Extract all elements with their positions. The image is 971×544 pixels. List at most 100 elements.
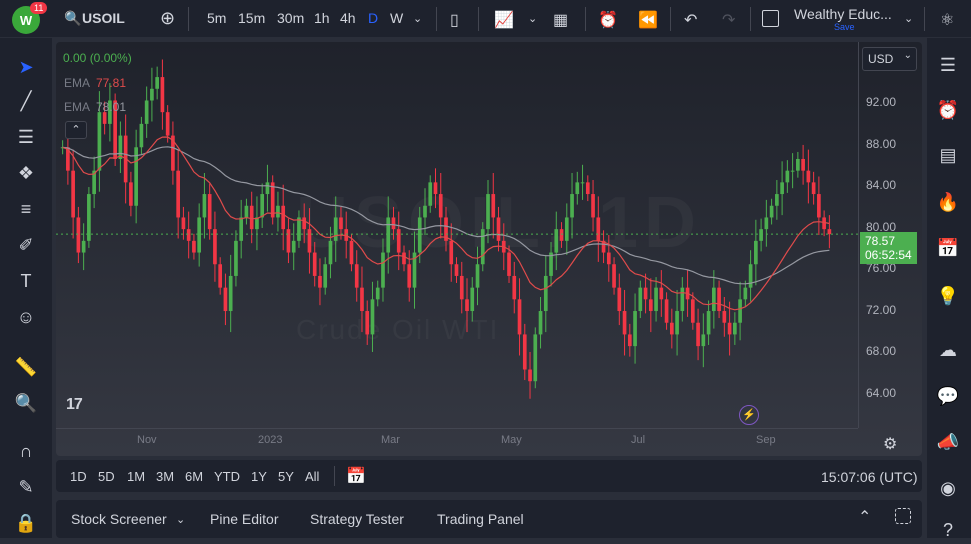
- candle-body: [160, 77, 165, 113]
- candle-body: [554, 229, 559, 253]
- emoji-icon[interactable]: ☺: [16, 306, 36, 327]
- ideas-bulb-icon[interactable]: 💡: [936, 285, 960, 306]
- candle-body: [643, 287, 648, 300]
- brush-icon[interactable]: ✐: [18, 234, 34, 255]
- ema2-label[interactable]: EMA: [64, 100, 91, 114]
- collapse-panel-icon[interactable]: ⌃: [858, 509, 872, 526]
- collapse-legend-icon[interactable]: ⌃: [65, 121, 87, 139]
- candle-body: [733, 322, 737, 335]
- alert-icon[interactable]: ⏰: [598, 12, 618, 29]
- interval-15m[interactable]: 15m: [238, 10, 266, 26]
- add-symbol-icon[interactable]: ⊕: [160, 8, 176, 28]
- candle-body: [218, 264, 223, 288]
- candle-body: [522, 334, 527, 370]
- candle-body: [255, 217, 259, 230]
- screener-dropdown-icon[interactable]: ⌄: [176, 514, 186, 526]
- currency-select[interactable]: USD ⌄: [862, 47, 917, 71]
- range-5d[interactable]: 5D: [98, 469, 115, 484]
- candle-body: [375, 287, 380, 300]
- tab-strategy-tester[interactable]: Strategy Tester: [310, 511, 404, 527]
- candle-body: [270, 182, 275, 218]
- layout-grid-icon[interactable]: ▦: [553, 12, 569, 29]
- streams-cloud-icon[interactable]: ☁: [939, 339, 957, 360]
- candles-icon[interactable]: ▯: [450, 12, 459, 29]
- layout-dropdown-icon[interactable]: ⌄: [904, 13, 914, 25]
- interval-1h[interactable]: 1h: [314, 10, 330, 26]
- watchlist-icon[interactable]: ☰: [939, 54, 957, 75]
- range-1y[interactable]: 1Y: [251, 469, 267, 484]
- ruler-icon[interactable]: 📏: [14, 356, 38, 377]
- text-icon[interactable]: T: [20, 270, 32, 291]
- prediction-icon[interactable]: ≡: [20, 198, 32, 219]
- tab-trading-panel[interactable]: Trading Panel: [437, 511, 524, 527]
- range-1d[interactable]: 1D: [70, 469, 87, 484]
- ema1-label[interactable]: EMA: [64, 76, 91, 90]
- indicators-dropdown-icon[interactable]: ⌄: [528, 13, 538, 25]
- range-6m[interactable]: 6M: [185, 469, 204, 484]
- zoom-icon[interactable]: 🔍: [14, 392, 38, 413]
- candle-body: [87, 194, 91, 241]
- indicators-icon[interactable]: 📈: [494, 12, 514, 29]
- search-icon[interactable]: 🔍: [64, 10, 82, 26]
- candle-body: [627, 334, 632, 347]
- chart-pane[interactable]: USOIL, 1D Crude Oil WTI: [56, 42, 922, 456]
- trend-line-icon[interactable]: ╱: [20, 90, 32, 111]
- notifications-icon[interactable]: 📣: [936, 431, 960, 452]
- chats-icon[interactable]: 💬: [936, 385, 960, 406]
- data-window-icon[interactable]: ▤: [939, 144, 957, 165]
- ema-fast-line: [62, 136, 830, 311]
- interval-4h[interactable]: 4h: [340, 10, 356, 26]
- help-icon[interactable]: ?: [942, 519, 953, 540]
- alerts-clock-icon[interactable]: ⏰: [936, 99, 960, 120]
- range-3m[interactable]: 3M: [156, 469, 175, 484]
- maximize-panel-icon[interactable]: [895, 508, 911, 524]
- pattern-icon[interactable]: ❖: [17, 162, 35, 183]
- price-chart[interactable]: [56, 42, 858, 428]
- current-price: 78.57: [865, 234, 896, 248]
- current-price-tag: 78.57 06:52:54: [860, 232, 917, 264]
- range-ytd[interactable]: YTD: [214, 469, 240, 484]
- cursor-icon[interactable]: ➤: [18, 56, 34, 77]
- date-range-icon[interactable]: 📅: [346, 468, 366, 485]
- candle-body: [754, 240, 758, 265]
- redo-icon[interactable]: ↷: [722, 12, 736, 29]
- lock-drawings-icon[interactable]: ✎: [18, 476, 34, 497]
- utc-clock[interactable]: 15:07:06 (UTC): [821, 469, 918, 485]
- tradingview-logo-icon[interactable]: 17: [66, 396, 83, 413]
- price-axis[interactable]: [858, 42, 922, 428]
- range-all[interactable]: All: [305, 469, 320, 484]
- settings-gear-icon[interactable]: ⚙: [883, 436, 898, 453]
- candle-body: [601, 240, 606, 253]
- tab-pine-editor[interactable]: Pine Editor: [210, 511, 279, 527]
- interval-30m[interactable]: 30m: [277, 10, 305, 26]
- tab-stock-screener[interactable]: Stock Screener: [71, 511, 167, 527]
- range-5y[interactable]: 5Y: [278, 469, 294, 484]
- calendar-icon[interactable]: 📅: [936, 237, 960, 258]
- quick-search-icon[interactable]: ⚛: [940, 12, 955, 29]
- candle-body: [491, 194, 496, 218]
- time-axis[interactable]: [56, 428, 858, 456]
- bolt-icon[interactable]: ⚡: [739, 405, 759, 425]
- symbol-search[interactable]: USOIL: [82, 10, 125, 26]
- interval-w[interactable]: W: [390, 10, 404, 26]
- magnet-icon[interactable]: ∩: [19, 440, 33, 461]
- interval-d[interactable]: D: [368, 10, 379, 26]
- undo-icon[interactable]: ↶: [684, 12, 698, 29]
- candle-body: [181, 217, 186, 230]
- interval-5m[interactable]: 5m: [207, 10, 227, 26]
- fib-icon[interactable]: ☰: [17, 126, 35, 147]
- interval-dropdown-icon[interactable]: ⌄: [413, 13, 423, 25]
- layout-name[interactable]: Wealthy Educ...: [794, 6, 892, 22]
- candle-body: [438, 194, 443, 218]
- broadcast-icon[interactable]: ◉: [940, 477, 956, 498]
- candle-body: [113, 100, 117, 159]
- fullscreen-layout-icon[interactable]: [762, 10, 779, 27]
- candle-body: [139, 123, 144, 148]
- candle-body: [302, 217, 307, 230]
- save-label[interactable]: Save: [834, 22, 855, 32]
- range-1m[interactable]: 1M: [127, 469, 146, 484]
- replay-icon[interactable]: ⏪: [638, 12, 658, 29]
- hotlists-fire-icon[interactable]: 🔥: [936, 191, 960, 212]
- candle-body: [759, 229, 763, 241]
- lock-icon[interactable]: 🔒: [14, 512, 38, 533]
